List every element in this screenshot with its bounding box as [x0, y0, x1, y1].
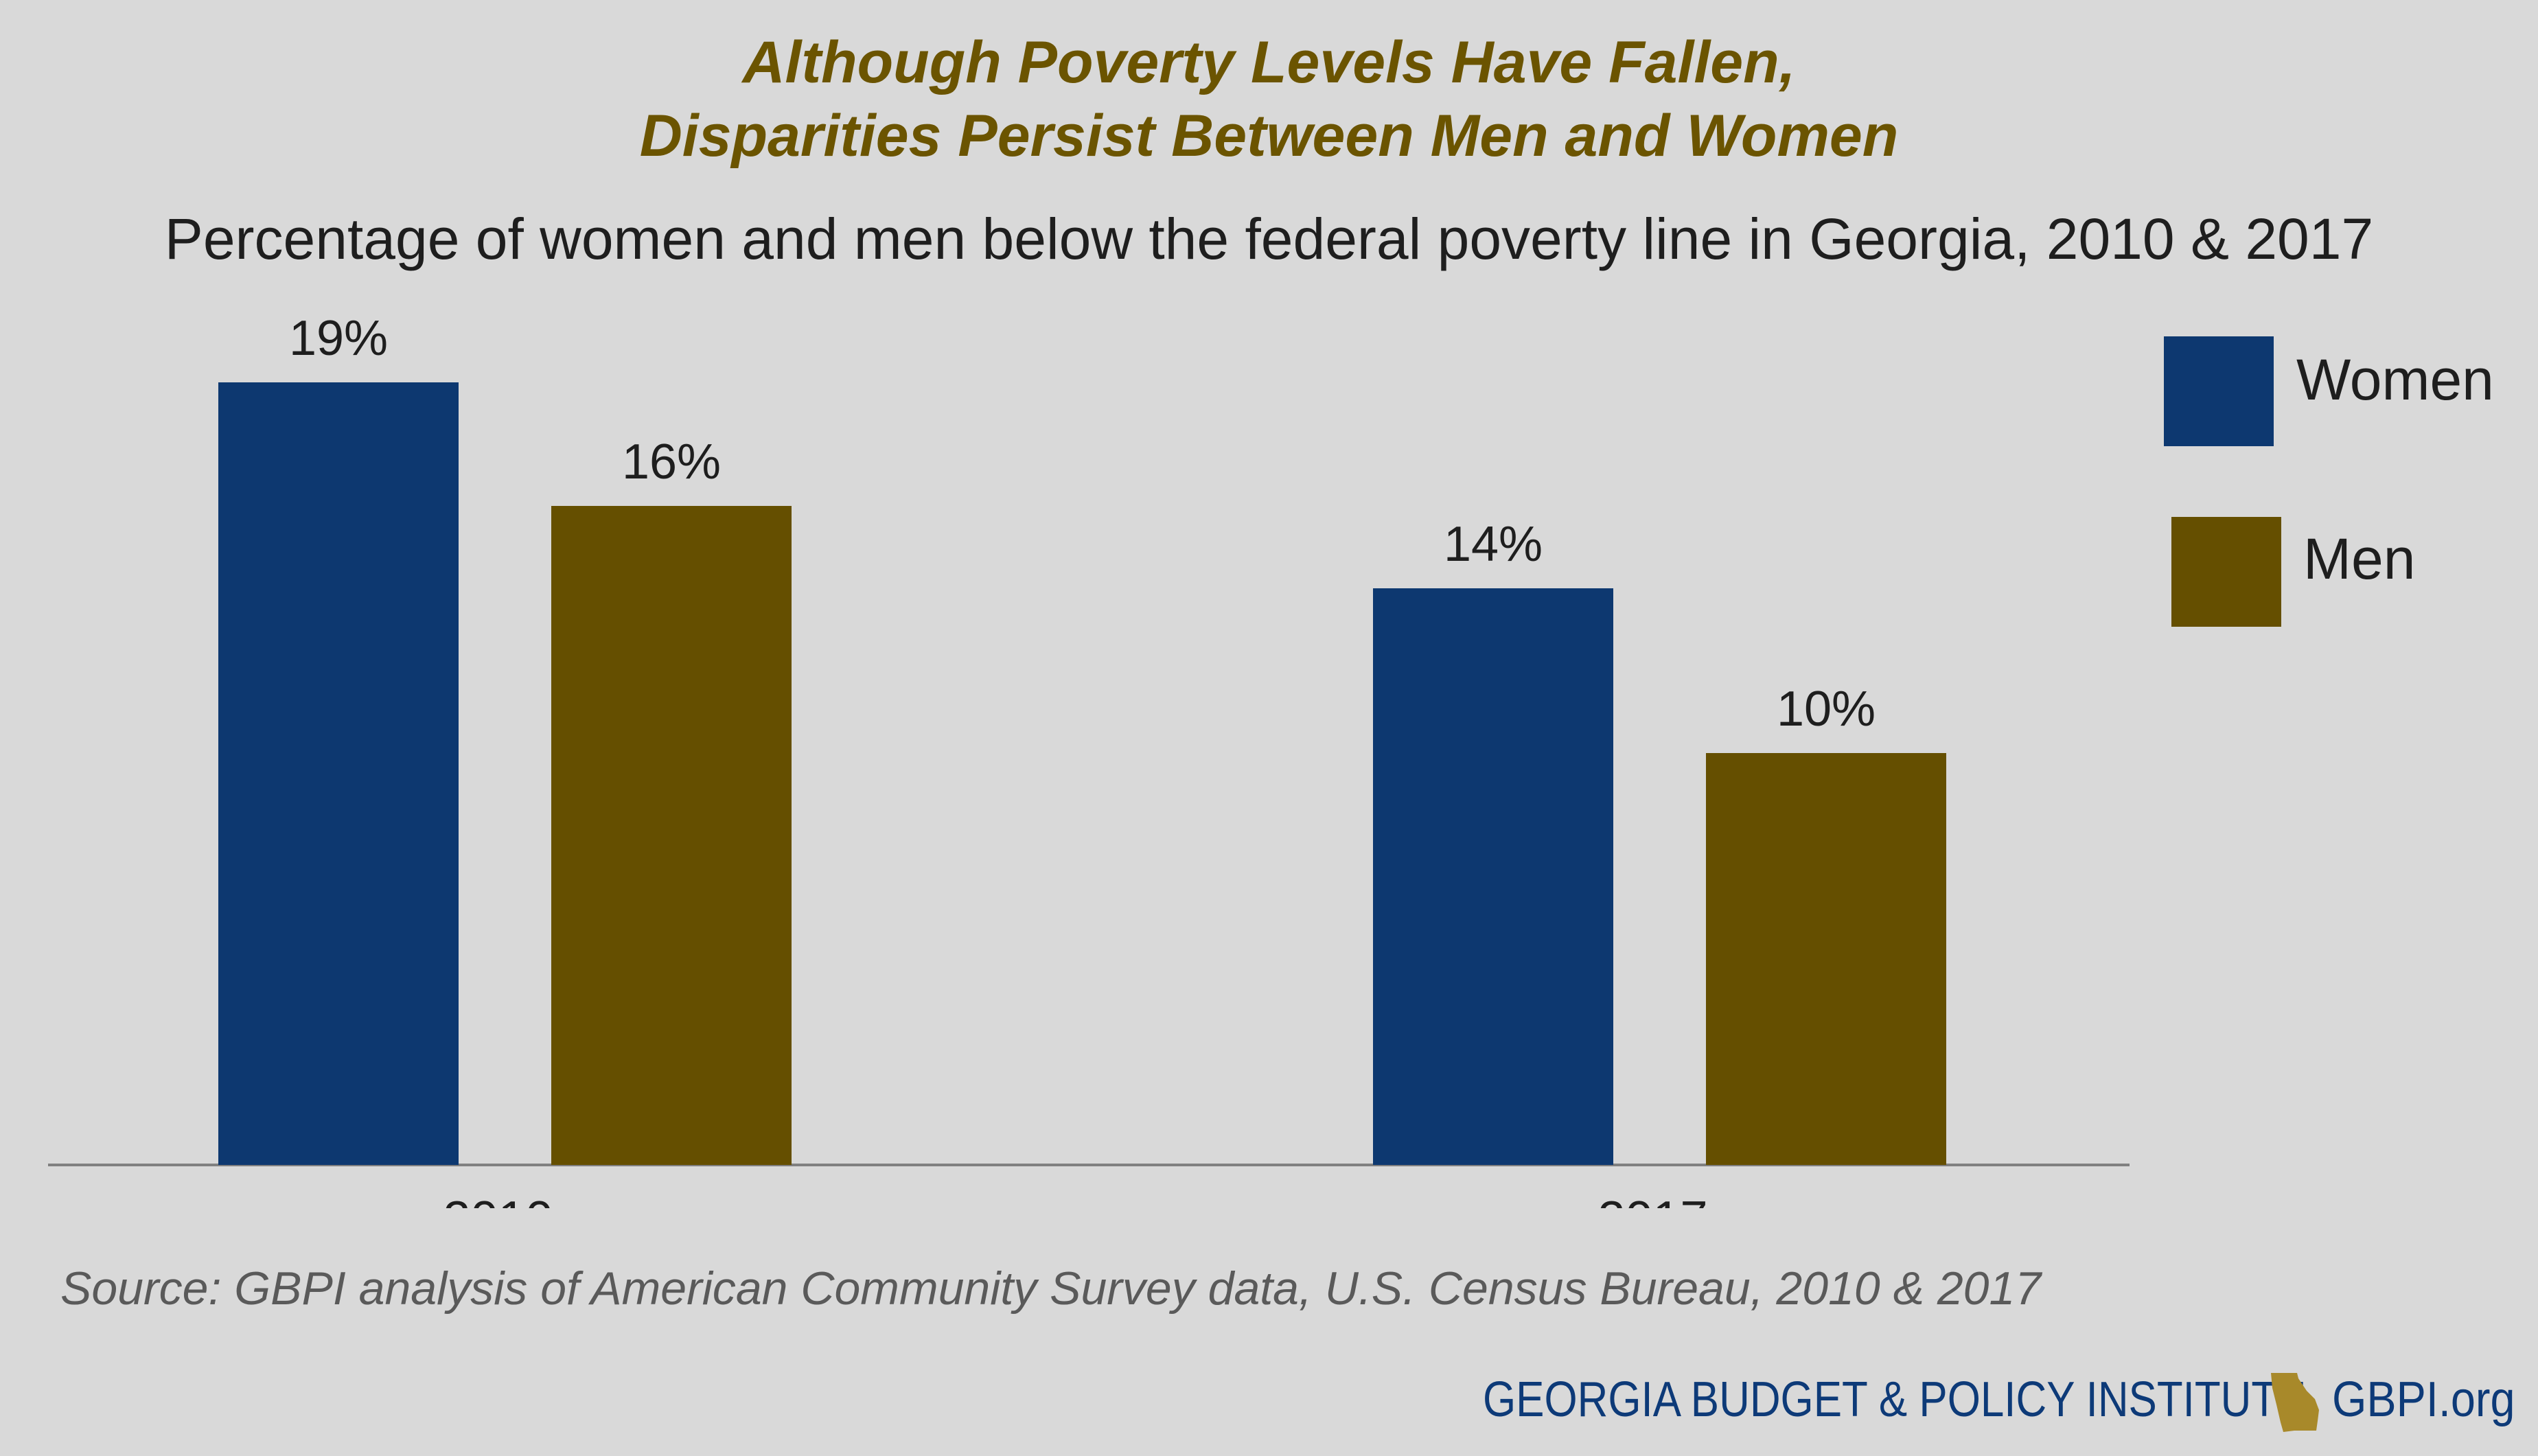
data-label-men-2010: 16% — [622, 435, 721, 489]
chart-subtitle: Percentage of women and men below the fe… — [164, 207, 2374, 271]
legend-label-women: Women — [2296, 347, 2494, 412]
chart-title-line-2: Disparities Persist Between Men and Wome… — [639, 103, 1899, 169]
data-label-women-2010: 19% — [289, 311, 388, 366]
bar-chart: 19% 16% 2010 14% 10% 2017 — [48, 311, 2130, 1208]
bar-men-2017 — [1706, 753, 1946, 1165]
legend-swatch-men — [2171, 517, 2281, 627]
legend-label-men: Men — [2303, 527, 2416, 591]
georgia-state-map-icon — [2271, 1373, 2319, 1432]
source-note: Source: GBPI analysis of American Commun… — [60, 1262, 2042, 1315]
data-label-women-2017: 14% — [1444, 517, 1543, 572]
bar-women-2010 — [218, 382, 459, 1165]
footer-organization: GEORGIA BUDGET & POLICY INSTITUTE — [1483, 1372, 2306, 1427]
chart-title-line-1: Although Poverty Levels Have Fallen, — [742, 30, 1796, 95]
chart-title: Although Poverty Levels Have Fallen, Dis… — [0, 26, 2538, 173]
x-tick-label-2017: 2017 — [1597, 1192, 1707, 1208]
data-label-men-2017: 10% — [1777, 682, 1876, 737]
bar-women-2017 — [1373, 588, 1613, 1165]
legend-swatch-women — [2164, 336, 2274, 446]
x-tick-label-2010: 2010 — [443, 1192, 553, 1208]
bar-men-2010 — [551, 506, 792, 1165]
footer-url: GBPI.org — [2332, 1372, 2515, 1427]
